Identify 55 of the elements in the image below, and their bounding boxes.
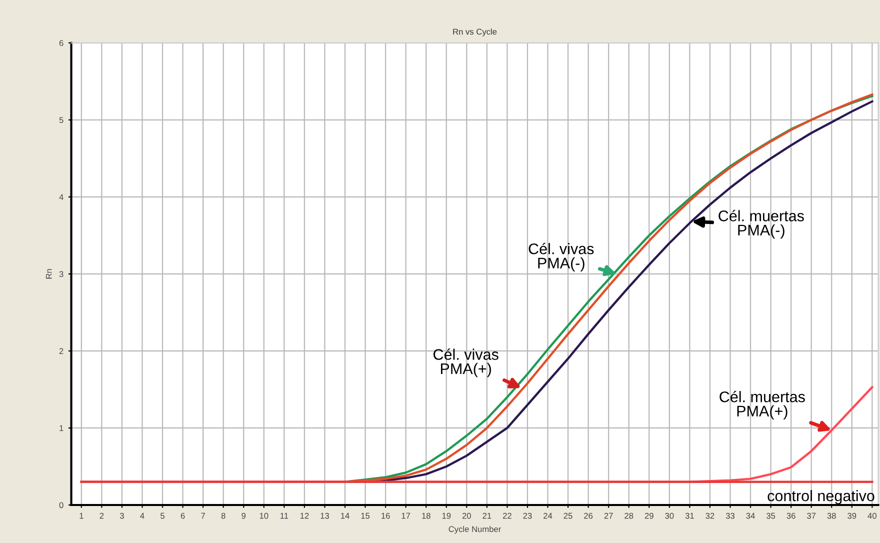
x-tick-label: 25	[564, 512, 572, 519]
y-tick-label: 4	[59, 194, 64, 200]
x-tick-label: 15	[361, 512, 370, 519]
x-tick-label: 11	[280, 512, 288, 519]
x-tick-label: 35	[766, 512, 776, 519]
y-tick-label: 5	[59, 117, 64, 124]
x-tick-label: 8	[221, 512, 226, 519]
y-tick-label: 3	[59, 271, 64, 278]
x-axis-title: Cycle Number	[448, 526, 502, 534]
x-tick-label: 28	[624, 512, 634, 519]
x-tick-label: 27	[604, 512, 613, 519]
y-axis-title: Rn	[46, 269, 52, 279]
x-tick-label: 7	[201, 512, 205, 519]
x-tick-label: 38	[827, 512, 836, 519]
x-tick-label: 29	[644, 512, 654, 519]
annotation: Cél. muertas PMA(+)	[720, 390, 805, 420]
x-tick-label: 19	[442, 512, 451, 519]
x-tick-label: 33	[726, 512, 734, 519]
x-tick-label: 5	[160, 512, 164, 519]
x-tick-label: 10	[260, 512, 268, 519]
x-tick-label: 36	[786, 512, 796, 519]
x-tick-label: 3	[120, 512, 124, 519]
x-tick-label: 20	[462, 512, 471, 519]
x-tick-label: 13	[320, 512, 329, 519]
annotation: Cél. vivas PMA(+)	[434, 348, 498, 378]
y-tick-label: 0	[59, 502, 64, 508]
y-tick-label: 2	[59, 348, 64, 354]
x-tick-label: 23	[523, 512, 532, 519]
y-tick-label: 1	[60, 425, 64, 431]
annotation: control negativo	[768, 490, 874, 504]
y-tick-label: 6	[59, 40, 64, 46]
x-tick-label: 17	[402, 512, 410, 519]
annotation: Cél. muertas PMA(-)	[718, 210, 804, 239]
chart-title: Rn vs Cycle	[453, 28, 497, 36]
x-tick-label: 26	[584, 512, 593, 519]
x-tick-label: 12	[300, 512, 309, 519]
x-tick-label: 32	[706, 512, 714, 519]
x-tick-label: 2	[100, 512, 104, 519]
x-tick-label: 22	[502, 512, 512, 519]
x-tick-label: 4	[140, 512, 144, 519]
x-tick-label: 37	[807, 512, 816, 519]
x-tick-label: 31	[685, 512, 694, 519]
x-tick-label: 6	[180, 512, 185, 519]
x-tick-label: 40	[868, 512, 876, 519]
annotation: Cél. vivas PMA(-)	[528, 242, 594, 272]
x-tick-label: 1	[80, 512, 84, 519]
x-tick-label: 30	[665, 512, 674, 519]
x-tick-label: 14	[341, 512, 350, 519]
x-tick-label: 34	[746, 512, 755, 519]
x-tick-label: 21	[482, 512, 492, 519]
x-tick-label: 39	[848, 512, 856, 519]
x-tick-label: 18	[422, 512, 430, 519]
x-tick-label: 24	[544, 512, 552, 519]
x-tick-label: 16	[382, 512, 390, 519]
x-tick-label: 9	[242, 512, 246, 519]
